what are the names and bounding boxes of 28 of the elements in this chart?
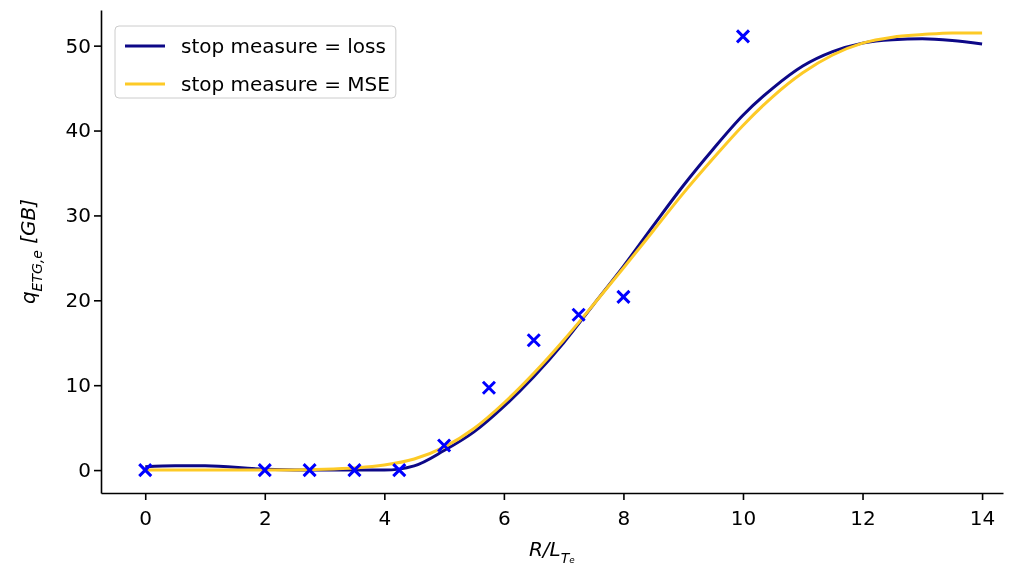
point — [526, 332, 542, 348]
y-tick-label: 40 — [65, 118, 91, 143]
y-tick-label: 0 — [78, 457, 91, 482]
x-tick-label: 0 — [139, 506, 153, 530]
point — [481, 380, 497, 396]
y-tick-label: 10 — [65, 373, 91, 398]
legend-label: stop measure = MSE — [181, 72, 390, 96]
x-tick-label: 2 — [258, 506, 272, 530]
point — [571, 307, 587, 323]
y-tick-label: 20 — [65, 288, 91, 313]
x-tick-label: 10 — [730, 506, 757, 530]
point — [257, 462, 273, 478]
x-tick-label: 12 — [850, 506, 876, 530]
x-tick-label: 6 — [498, 506, 511, 530]
point — [346, 462, 362, 478]
point — [137, 462, 153, 478]
point — [615, 289, 631, 305]
x-tick-label: 14 — [969, 506, 996, 530]
x-tick-label: 8 — [617, 506, 631, 530]
legend-label: stop measure = loss — [181, 34, 386, 58]
point — [302, 462, 318, 478]
point — [436, 437, 452, 453]
y-tick-label: 50 — [65, 33, 91, 58]
y-tick-label: 30 — [65, 203, 91, 228]
point — [391, 462, 407, 478]
point — [735, 28, 751, 44]
x-axis-title: R/L$_{Tₑ}$ — [528, 537, 576, 566]
x-tick-label: 4 — [378, 506, 392, 530]
